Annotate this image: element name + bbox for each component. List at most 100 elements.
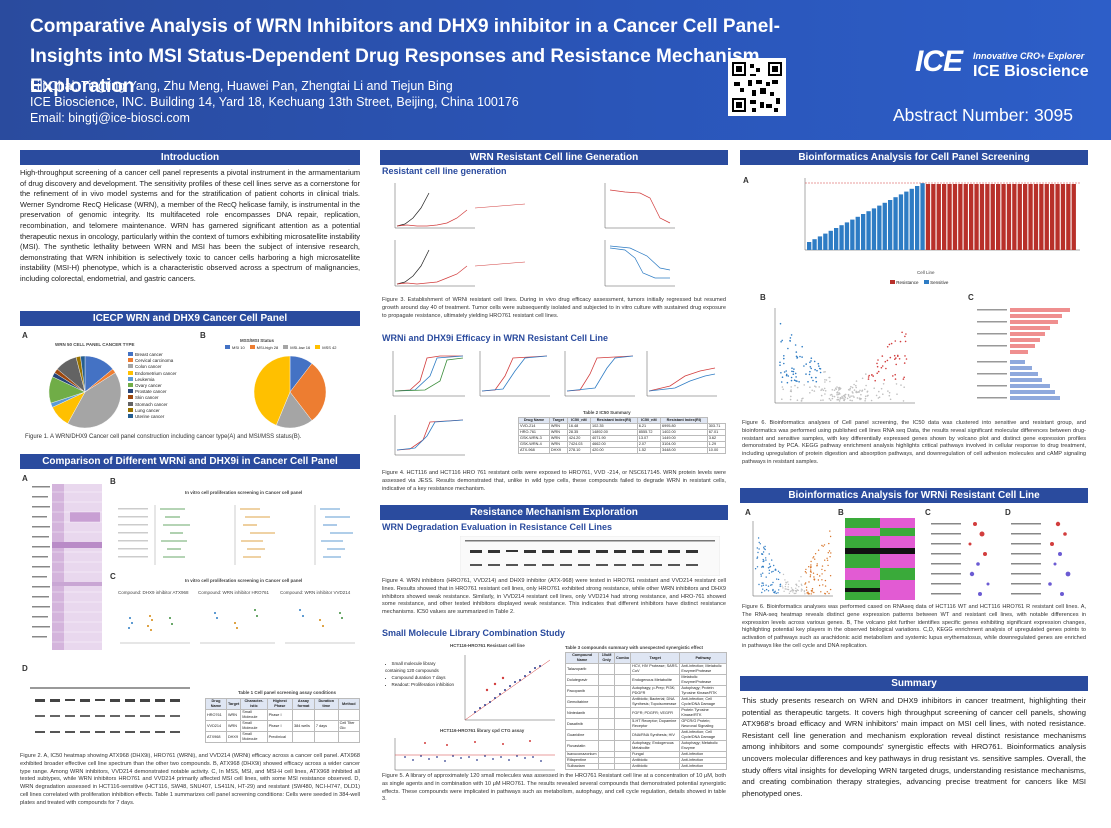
legend-label: Endometrium cancer	[135, 370, 177, 376]
volcano-point	[882, 383, 885, 385]
volcano-point	[880, 366, 883, 369]
volcano-point	[796, 380, 798, 382]
volcano-point	[804, 583, 806, 585]
volcano-point	[780, 341, 782, 343]
volcano-point	[888, 394, 891, 397]
volcano-point	[783, 371, 786, 373]
legend-swatch	[225, 345, 230, 349]
figure-6b-caption: Figure 6. Bioinformatics analyses was pe…	[742, 604, 1086, 649]
bar-sensitive	[834, 228, 839, 250]
volcano-point	[768, 569, 771, 571]
msi-status-legend: MSI 10 MSI-high 28 MSI-low 16 MSS 42	[225, 345, 355, 350]
legend-label: Prostate cancer	[135, 389, 167, 395]
bar-resistant	[947, 184, 952, 250]
kegg-up-dotplot	[931, 522, 990, 596]
volcano-point	[807, 381, 809, 383]
legend-swatch	[128, 389, 133, 394]
volcano-point	[776, 578, 778, 580]
volcano-point	[791, 367, 793, 369]
bullet-item: Compound duration 7 days	[385, 674, 455, 681]
table-cell: 10.00	[706, 447, 727, 454]
legend-label: MSI-low 16	[290, 345, 311, 350]
volcano-point	[851, 391, 854, 393]
legend-item: MSI-high 28	[249, 345, 278, 350]
sensitive-swatch	[923, 280, 929, 284]
volcano-point	[783, 355, 785, 357]
volcano-point	[796, 584, 798, 587]
volcano-point	[903, 362, 906, 364]
volcano-point	[824, 559, 826, 561]
scatter-2-title: HCT116-HRO761 library cpd CTG assay	[440, 728, 525, 733]
volcano-point	[868, 374, 870, 377]
volcano-point	[777, 592, 779, 594]
legend-item: Stomach cancer	[128, 401, 198, 408]
table-cell: Sulbactam	[564, 763, 600, 770]
volcano-point	[818, 365, 820, 367]
resistant-heading: WRN Resistant Cell line Generation	[380, 150, 728, 165]
combo-scatter-plot	[464, 655, 555, 721]
volcano-point	[839, 398, 841, 400]
bar-resistant	[1028, 184, 1033, 250]
volcano-point	[807, 593, 809, 595]
table-row: Gemcitabine Antibiotic; Bacterial; DNA Sy…	[564, 696, 727, 708]
volcano-point	[784, 588, 786, 590]
volcano-point	[820, 399, 822, 402]
table-header-cell: Assay format	[292, 698, 315, 710]
email[interactable]: Email: bingtj@ice-biosci.com	[30, 111, 190, 125]
volcano-point	[837, 393, 840, 396]
volcano-point	[809, 386, 811, 388]
volcano-point	[824, 379, 826, 381]
bar-sensitive	[877, 205, 882, 250]
volcano-point	[831, 397, 834, 400]
volcano-point	[763, 546, 765, 548]
volcano-point	[795, 587, 797, 589]
volcano-point	[842, 397, 844, 399]
volcano-point	[864, 395, 867, 398]
panel-b-label: B	[838, 508, 844, 517]
table-cell: Anti-infection; Cell Cycle/DNA Damage	[679, 729, 727, 741]
volcano-point	[853, 396, 855, 398]
volcano-point	[837, 387, 840, 389]
legend-label: Ovary cancer	[135, 383, 162, 389]
volcano-point	[855, 380, 858, 382]
kegg-down-dotplot	[1011, 521, 1071, 596]
volcano-point	[773, 564, 775, 567]
panel-c-sub-3: Compound: WRN inhibitor VVD214	[280, 590, 351, 595]
volcano-point	[757, 537, 760, 539]
mechanism-sub-2: Small Molecule Library Combination Study	[382, 628, 566, 638]
table-cell: Protein Tyrosine Kinase/RTK	[679, 707, 727, 719]
volcano-point	[822, 545, 824, 547]
volcano-point	[821, 568, 823, 571]
volcano-point	[805, 373, 807, 375]
volcano-point	[760, 573, 762, 575]
volcano-point	[809, 567, 812, 569]
qr-code-icon[interactable]	[728, 58, 786, 116]
volcano-point	[864, 397, 867, 400]
table-cell: 5-HT Receptor; Dopamine Receptor	[630, 718, 681, 730]
volcano-point	[762, 551, 765, 553]
volcano-point	[781, 398, 783, 400]
table-row: Guanidine DNA/RNA Synthesis; HIV Anti-infe…	[564, 729, 727, 741]
table-header-cell: Target	[225, 698, 242, 710]
volcano-point	[837, 396, 839, 399]
volcano-point	[771, 584, 773, 586]
volcano-point	[866, 390, 869, 393]
volcano-point	[767, 567, 770, 569]
volcano-point	[803, 384, 805, 386]
volcano-point	[808, 373, 811, 376]
dhx9-curve	[394, 415, 465, 456]
legend-swatch	[128, 395, 133, 400]
volcano-point	[777, 570, 780, 572]
volcano-point	[882, 393, 884, 395]
bar-sensitive	[817, 236, 823, 250]
legend-swatch	[128, 364, 133, 369]
volcano-point	[789, 590, 791, 593]
volcano-point	[805, 589, 808, 591]
volcano-point	[819, 368, 822, 370]
bar-resistant	[1050, 184, 1055, 250]
table-header-cell: Pathway	[679, 652, 727, 664]
volcano-point	[894, 358, 896, 360]
bar-resistant	[979, 184, 985, 250]
table-row: Sulbactam Antibiotic Anti-infection	[564, 763, 727, 770]
panel-b-label: B	[200, 331, 206, 340]
